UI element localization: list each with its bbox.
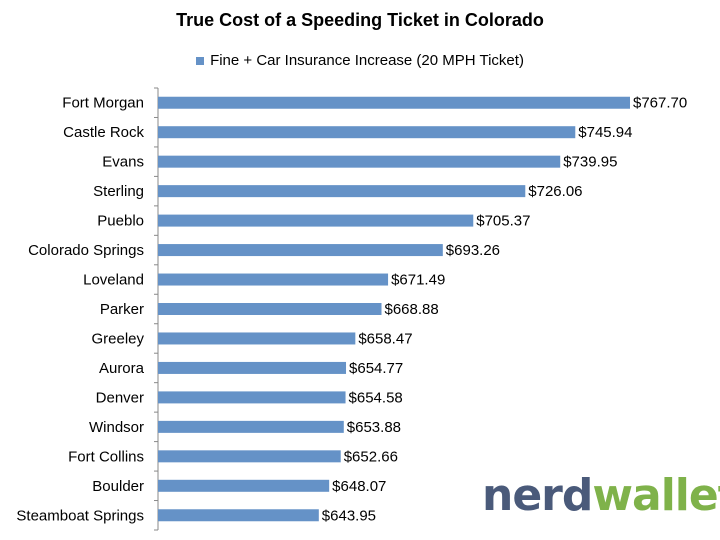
category-label: Pueblo	[97, 213, 144, 230]
logo-part-wallet: wallet	[592, 470, 720, 521]
data-label: $653.88	[347, 419, 401, 436]
data-label: $693.26	[446, 242, 500, 259]
nerdwallet-logo: nerdwallet	[482, 474, 720, 518]
bar	[158, 244, 443, 257]
data-label: $654.58	[349, 389, 403, 406]
category-label: Denver	[96, 389, 144, 406]
category-label: Colorado Springs	[28, 242, 144, 259]
logo-part-nerd: nerd	[482, 470, 593, 521]
category-label: Evans	[102, 154, 144, 171]
category-label: Fort Collins	[68, 448, 144, 465]
legend-label: Fine + Car Insurance Increase (20 MPH Ti…	[210, 52, 524, 69]
legend-swatch	[196, 56, 205, 65]
data-label: $739.95	[563, 154, 617, 171]
bar	[158, 509, 319, 522]
data-label: $671.49	[391, 272, 445, 289]
data-label: $648.07	[332, 478, 386, 495]
bar	[158, 273, 389, 286]
data-label: $705.37	[476, 213, 530, 230]
category-label: Boulder	[92, 478, 144, 495]
category-label: Parker	[100, 301, 144, 318]
category-label: Castle Rock	[63, 124, 144, 141]
bar	[158, 185, 526, 198]
data-label: $767.70	[633, 95, 687, 112]
data-label: $643.95	[322, 507, 376, 524]
bar	[158, 214, 474, 227]
data-label: $658.47	[358, 330, 412, 347]
category-label: Greeley	[91, 330, 144, 347]
bar	[158, 391, 346, 404]
data-label: $668.88	[385, 301, 439, 318]
bar	[158, 420, 344, 433]
category-label: Steamboat Springs	[16, 507, 144, 524]
category-label: Windsor	[89, 419, 144, 436]
category-label: Loveland	[83, 272, 144, 289]
chart-title: True Cost of a Speeding Ticket in Colora…	[176, 10, 544, 30]
bar	[158, 479, 330, 492]
data-label: $745.94	[578, 124, 632, 141]
data-label: $726.06	[528, 183, 582, 200]
bar	[158, 155, 561, 168]
data-label: $654.77	[349, 360, 403, 377]
bar	[158, 332, 356, 345]
bar	[158, 450, 341, 463]
legend: Fine + Car Insurance Increase (20 MPH Ti…	[0, 52, 720, 69]
data-label: $652.66	[344, 448, 398, 465]
bar	[158, 303, 382, 315]
category-label: Sterling	[93, 183, 144, 200]
category-label: Aurora	[99, 360, 145, 377]
bar	[158, 126, 576, 139]
bar	[158, 96, 630, 109]
category-label: Fort Morgan	[62, 95, 144, 112]
bar	[158, 361, 347, 374]
